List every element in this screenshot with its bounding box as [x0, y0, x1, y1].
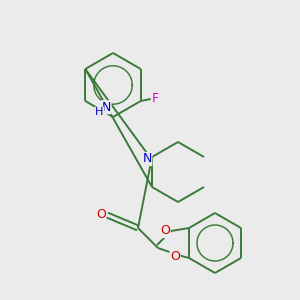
Text: O: O: [96, 208, 106, 221]
Text: H: H: [95, 107, 103, 117]
Text: N: N: [142, 152, 152, 166]
Text: O: O: [170, 250, 180, 263]
Text: O: O: [160, 224, 170, 238]
Text: N: N: [102, 101, 111, 114]
Text: F: F: [152, 92, 159, 106]
